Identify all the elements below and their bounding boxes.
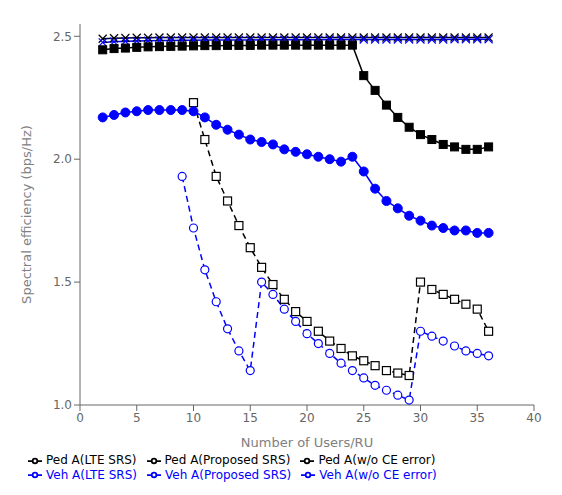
html-text:Ped A(w/o CE error): Ped A(w/o CE error) [318,453,436,467]
svg-text:40: 40 [526,411,541,425]
svg-text:0: 0 [76,411,84,425]
svg-text:20: 20 [299,411,314,425]
svg-text:25: 25 [356,411,371,425]
html-text:Ped A(LTE SRS): Ped A(LTE SRS) [46,453,137,467]
svg-text:2.0: 2.0 [53,152,72,166]
svg-text:1.0: 1.0 [53,398,72,412]
svg-text:1.5: 1.5 [53,275,72,289]
html-text:Veh A(Proposed SRS): Veh A(Proposed SRS) [165,467,292,482]
svg-text:30: 30 [413,411,428,425]
svg-text:15: 15 [243,411,258,425]
svg-text:2.5: 2.5 [53,30,72,44]
svg-text:10: 10 [186,411,201,425]
svg-text:Number of Users/RU: Number of Users/RU [241,435,373,450]
svg-text:35: 35 [470,411,485,425]
svg-text:5: 5 [133,411,141,425]
html-text:Ped A(Proposed SRS): Ped A(Proposed SRS) [164,453,291,467]
html-text:Veh A(w/o CE error): Veh A(w/o CE error) [319,467,437,482]
html-text:Veh A(LTE SRS): Veh A(LTE SRS) [46,467,137,482]
svg-text:Spectral efficiency (bps/Hz): Spectral efficiency (bps/Hz) [19,125,34,304]
